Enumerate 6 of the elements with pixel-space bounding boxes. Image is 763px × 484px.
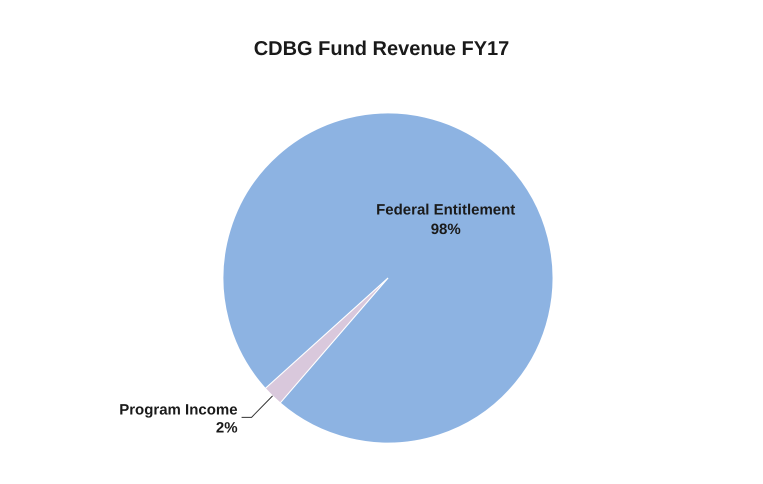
slice-label: Program Income bbox=[119, 401, 238, 418]
data-label: 98% bbox=[430, 221, 461, 238]
slice-label: Federal Entitlement bbox=[376, 202, 516, 219]
data-label: 2% bbox=[216, 419, 238, 436]
chart-title: CDBG Fund Revenue FY17 bbox=[252, 38, 510, 61]
pie-slice bbox=[264, 278, 388, 404]
